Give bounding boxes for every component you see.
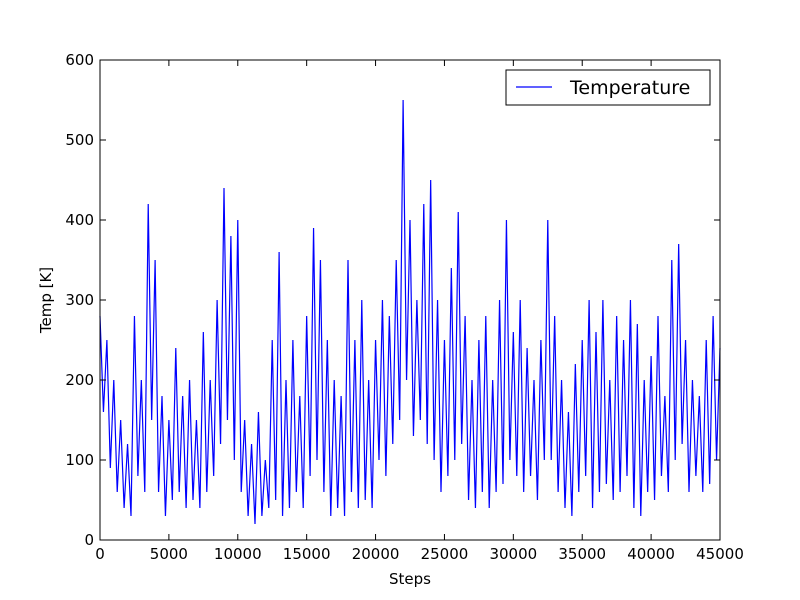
y-tick-label: 0 [84,531,94,549]
y-tick-label: 300 [65,291,94,309]
data-line [99,99,721,525]
y-tick-label: 100 [65,451,94,469]
y-tick-label: 400 [65,211,94,229]
x-tick-label: 0 [95,545,105,563]
legend-label: Temperature [569,77,690,99]
y-tick-label: 200 [65,371,94,389]
y-tick-label: 600 [65,51,94,69]
x-tick-label: 30000 [489,545,537,563]
x-tick-label: 45000 [696,545,744,563]
x-axis-label: Steps [389,570,431,588]
x-tick-label: 35000 [558,545,606,563]
y-tick-label: 500 [65,131,94,149]
y-axis-label: Temp [K] [37,267,55,334]
x-tick-label: 10000 [214,545,262,563]
x-tick-label: 25000 [421,545,469,563]
x-tick-label: 5000 [150,545,188,563]
x-tick-label: 20000 [352,545,400,563]
x-tick-label: 15000 [283,545,331,563]
x-tick-label: 40000 [627,545,675,563]
